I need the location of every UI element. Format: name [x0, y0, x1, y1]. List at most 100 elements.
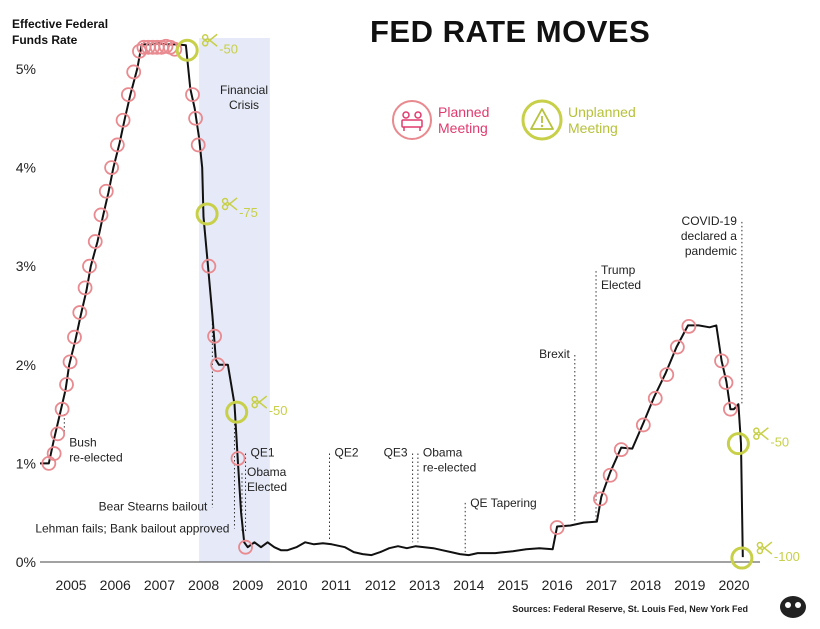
- planned-meeting-marker: [190, 137, 206, 153]
- planned-meeting-marker: [50, 426, 66, 442]
- y-tick-label: 5%: [16, 61, 36, 77]
- planned-meeting-marker: [120, 87, 136, 103]
- planned-meeting-marker: [109, 137, 125, 153]
- scissors-icon: [756, 541, 773, 555]
- annotation-label: Trump Elected: [601, 263, 641, 292]
- planned-meeting-marker: [188, 110, 203, 126]
- annotation-label: Brexit: [539, 347, 570, 361]
- planned-meeting-marker: [230, 451, 246, 466]
- unplanned-meeting-icon: [521, 99, 563, 141]
- planned-meeting-marker: [613, 442, 629, 457]
- unplanned-cut-label: -50: [219, 41, 238, 56]
- planned-meeting-marker: [210, 357, 226, 373]
- annotation-label: QE3: [384, 445, 408, 459]
- scissors-icon: [221, 197, 238, 211]
- unplanned-meeting-marker: [726, 432, 750, 456]
- publisher-logo: [778, 594, 808, 625]
- y-tick-label: 3%: [16, 258, 36, 274]
- unplanned-cut-label: -75: [239, 205, 258, 220]
- planned-meeting-marker: [669, 339, 685, 355]
- annotation-label: COVID-19 declared a pandemic: [681, 214, 737, 258]
- planned-meeting-marker: [207, 328, 222, 344]
- planned-meeting-marker: [67, 329, 82, 345]
- x-tick-label: 2018: [630, 577, 661, 593]
- planned-meeting-marker: [62, 354, 78, 370]
- planned-meeting-marker: [602, 467, 618, 483]
- fed-rate-line: [40, 42, 744, 558]
- legend-planned: Planned Meeting: [390, 98, 518, 142]
- annotation-label: Obama re-elected: [423, 445, 476, 474]
- planned-meeting-marker: [659, 367, 675, 383]
- planned-meeting-marker: [201, 258, 217, 274]
- planned-meeting-marker: [238, 539, 253, 555]
- x-tick-label: 2020: [718, 577, 749, 593]
- planned-meeting-marker: [104, 160, 120, 176]
- annotation-label: QE2: [335, 445, 359, 459]
- planned-meeting-marker: [593, 491, 608, 507]
- unplanned-cut-label: -50: [269, 403, 288, 418]
- annotation-label: QE Tapering: [470, 496, 536, 510]
- scissors-icon: [753, 427, 769, 441]
- planned-meeting-marker: [718, 375, 734, 390]
- legend-unplanned: Unplanned Meeting: [520, 98, 648, 142]
- unplanned-meeting-marker: [195, 202, 219, 226]
- annotation-label: Bush re-elected: [69, 436, 122, 465]
- x-tick-label: 2005: [55, 577, 86, 593]
- scissors-icon: [201, 33, 218, 47]
- annotation-label: Lehman fails; Bank bailout approved: [35, 521, 229, 535]
- planned-meeting-marker: [98, 183, 114, 199]
- x-tick-label: 2009: [232, 577, 263, 593]
- x-tick-label: 2007: [144, 577, 175, 593]
- planned-meeting-marker: [54, 401, 70, 417]
- x-tick-label: 2011: [321, 577, 351, 593]
- legend-planned-label: Planned Meeting: [438, 104, 490, 136]
- planned-meeting-marker: [59, 377, 74, 392]
- unplanned-cut-label: -50: [770, 435, 789, 450]
- x-tick-label: 2010: [276, 577, 307, 593]
- planned-meeting-marker: [723, 401, 738, 417]
- planned-meeting-marker: [681, 318, 697, 334]
- x-tick-label: 2014: [453, 577, 484, 593]
- planned-meeting-marker: [132, 43, 147, 59]
- chart-title: FED RATE MOVES: [370, 14, 651, 49]
- planned-meeting-marker: [635, 417, 651, 433]
- scissors-icon: [251, 395, 268, 409]
- annotation-label: Bear Stearns bailout: [99, 500, 208, 514]
- x-tick-label: 2016: [542, 577, 573, 593]
- planned-meeting-marker: [46, 446, 62, 461]
- planned-meeting-marker: [87, 234, 103, 249]
- annotation-label: Obama Elected: [247, 465, 287, 494]
- unplanned-cut-label: -100: [774, 549, 800, 564]
- y-axis-title: Effective Federal Funds Rate: [12, 16, 108, 48]
- unplanned-meeting-marker: [730, 546, 754, 570]
- planned-meeting-marker: [77, 280, 93, 296]
- x-tick-label: 2012: [365, 577, 396, 593]
- planned-meeting-marker: [647, 390, 663, 406]
- legend-unplanned-label: Unplanned Meeting: [568, 104, 636, 136]
- x-tick-label: 2019: [674, 577, 705, 593]
- y-tick-label: 4%: [16, 160, 36, 176]
- planned-meeting-marker: [82, 258, 97, 274]
- planned-meeting-marker: [93, 207, 109, 223]
- unplanned-meeting-marker: [225, 400, 249, 424]
- x-tick-label: 2008: [188, 577, 219, 593]
- financial-crisis-label: Financial Crisis: [220, 83, 268, 112]
- planned-meeting-marker: [185, 87, 200, 103]
- planned-meeting-marker: [714, 353, 729, 369]
- y-axis-title-line2: Funds Rate: [12, 33, 78, 47]
- planned-meeting-icon: [392, 100, 432, 140]
- x-tick-label: 2006: [100, 577, 131, 593]
- y-tick-label: 2%: [16, 357, 36, 373]
- unplanned-meeting-marker: [175, 38, 199, 62]
- x-tick-label: 2013: [409, 577, 440, 593]
- planned-meeting-marker: [126, 64, 142, 80]
- planned-meeting-marker: [549, 520, 565, 535]
- planned-meeting-marker: [167, 41, 183, 57]
- y-tick-label: 0%: [16, 554, 36, 570]
- planned-meeting-marker: [72, 305, 88, 320]
- x-tick-label: 2015: [497, 577, 528, 593]
- x-tick-label: 2017: [586, 577, 617, 593]
- y-axis-title-line1: Effective Federal: [12, 17, 109, 31]
- source-note: Sources: Federal Reserve, St. Louis Fed,…: [512, 604, 748, 614]
